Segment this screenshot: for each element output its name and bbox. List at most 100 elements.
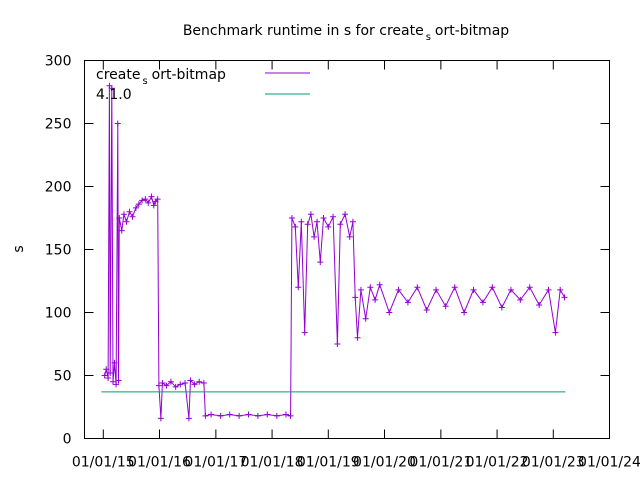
data-point — [217, 412, 224, 419]
data-point — [342, 211, 349, 218]
data-point — [145, 199, 152, 206]
data-point — [357, 286, 364, 293]
legend: create s ort-bitmap 4.1.0 — [96, 67, 310, 103]
data-point — [148, 193, 155, 200]
data-point — [157, 415, 164, 422]
data-point — [163, 382, 170, 389]
data-point — [200, 380, 207, 387]
data-point — [395, 286, 402, 293]
data-point — [352, 294, 359, 301]
data-point — [461, 309, 468, 316]
x-tick-label: 01/01/19 — [297, 455, 360, 471]
legend-label-series-1-sub: s — [142, 76, 147, 87]
data-point — [129, 213, 136, 220]
data-point — [107, 369, 114, 376]
data-point — [367, 284, 374, 291]
data-point — [451, 284, 458, 291]
data-point — [101, 372, 108, 379]
legend-label-series-2: 4.1.0 — [96, 87, 132, 103]
chart-title: Benchmark runtime in s for create s ort-bi… — [183, 23, 509, 43]
data-point — [113, 381, 120, 388]
data-point — [304, 221, 311, 228]
data-point — [126, 208, 133, 215]
data-point — [307, 211, 314, 218]
data-point — [349, 218, 356, 225]
data-point — [282, 411, 289, 418]
data-point — [489, 284, 496, 291]
data-point — [292, 223, 299, 230]
y-tick-label: 0 — [63, 432, 72, 448]
data-point — [536, 301, 543, 308]
data-point — [311, 233, 318, 240]
data-point — [517, 296, 524, 303]
data-point — [362, 315, 369, 322]
series-layer — [101, 82, 568, 422]
y-tick-label: 300 — [45, 54, 72, 70]
data-point — [185, 415, 192, 422]
legend-label-series-1-main: create — [96, 67, 140, 83]
x-tick-label: 01/01/23 — [522, 455, 585, 471]
chart-title-main: Benchmark runtime in s for create — [183, 23, 424, 39]
data-point — [442, 303, 449, 310]
y-tick-label: 250 — [45, 117, 72, 133]
series-line-1 — [104, 85, 565, 419]
data-point — [139, 197, 146, 204]
y-tick-label: 200 — [45, 180, 72, 196]
data-point — [386, 309, 393, 316]
x-tick-label: 01/01/16 — [128, 455, 191, 471]
data-point — [498, 304, 505, 311]
data-point — [317, 259, 324, 266]
x-tick-label: 01/01/20 — [353, 455, 416, 471]
x-tick-label: 01/01/17 — [184, 455, 247, 471]
data-point — [287, 412, 294, 419]
data-point — [191, 381, 198, 388]
data-point — [154, 196, 161, 203]
data-point — [334, 341, 341, 347]
data-point — [132, 204, 139, 211]
data-point — [245, 411, 252, 418]
data-point — [236, 412, 243, 419]
axis-ticks: 05010015020025030001/01/1501/01/1601/01/… — [45, 54, 640, 471]
legend-label-series-1: create s ort-bitmap — [96, 67, 226, 87]
data-point — [177, 381, 184, 388]
data-point — [325, 223, 332, 230]
data-point — [372, 296, 379, 303]
data-point — [109, 378, 116, 385]
x-tick-label: 01/01/24 — [578, 455, 640, 471]
data-point — [172, 383, 179, 390]
chart-title-rest: ort-bitmap — [435, 23, 509, 39]
data-point — [545, 286, 552, 293]
data-point — [123, 218, 130, 225]
data-point — [103, 366, 110, 373]
data-point — [376, 281, 383, 288]
data-point — [111, 359, 118, 366]
x-tick-label: 01/01/15 — [72, 455, 135, 471]
data-point — [552, 329, 559, 336]
data-point — [507, 286, 514, 293]
x-tick-label: 01/01/18 — [241, 455, 304, 471]
plot-frame — [84, 60, 610, 439]
data-point — [226, 411, 233, 418]
y-tick-label: 150 — [45, 243, 72, 259]
data-point — [264, 411, 271, 418]
data-point — [115, 377, 122, 384]
data-point — [202, 412, 209, 419]
data-point — [167, 378, 174, 385]
data-point — [108, 85, 115, 92]
data-point — [433, 286, 440, 293]
data-point — [320, 215, 327, 221]
legend-label-series-1-rest: ort-bitmap — [152, 67, 226, 83]
data-point — [118, 227, 125, 234]
data-point — [120, 211, 127, 218]
data-point — [254, 412, 261, 419]
data-point — [295, 284, 302, 291]
data-point — [159, 380, 166, 387]
data-point — [354, 334, 361, 341]
data-point — [337, 221, 344, 228]
data-point — [298, 218, 305, 225]
data-point — [557, 286, 564, 293]
data-point — [135, 201, 142, 208]
data-point — [479, 299, 486, 306]
data-point — [470, 286, 477, 293]
